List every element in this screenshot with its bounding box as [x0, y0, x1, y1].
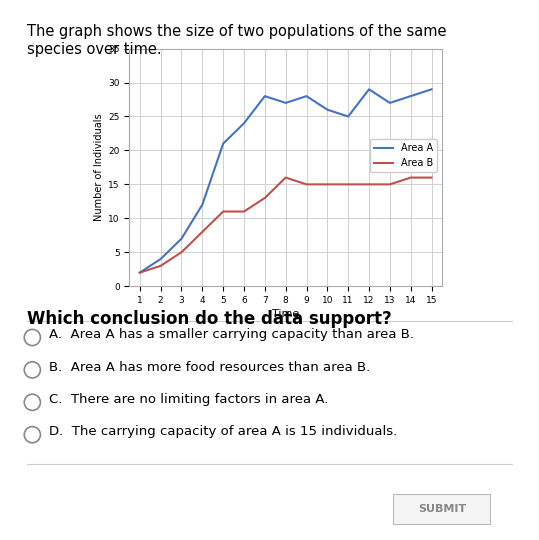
Text: D.  The carrying capacity of area A is 15 individuals.: D. The carrying capacity of area A is 15… [49, 426, 397, 438]
Area B [429, 174, 435, 181]
Area B [407, 174, 414, 181]
Area A [199, 201, 205, 208]
Text: The graph shows the size of two populations of the same
species over time.: The graph shows the size of two populati… [27, 24, 446, 57]
Area B [178, 249, 185, 255]
Area B [157, 262, 164, 269]
Line: Area B: Area B [140, 178, 432, 273]
Area B [366, 181, 372, 187]
Text: B.  Area A has more food resources than area B.: B. Area A has more food resources than a… [49, 361, 370, 374]
Area B [199, 228, 205, 235]
Area B [303, 181, 310, 187]
Area A [429, 86, 435, 92]
Area B [220, 208, 226, 215]
Text: Which conclusion do the data support?: Which conclusion do the data support? [27, 310, 392, 328]
Area A [324, 106, 330, 113]
Line: Area A: Area A [140, 89, 432, 273]
Area B [136, 269, 143, 276]
Area A [366, 86, 372, 92]
Area B [261, 195, 268, 201]
Area A [345, 113, 351, 120]
Text: SUBMIT: SUBMIT [418, 504, 466, 514]
Area B [282, 174, 289, 181]
Area A [220, 140, 226, 147]
Area A [178, 235, 185, 242]
Area A [282, 100, 289, 106]
Area B [241, 208, 247, 215]
Area A [261, 93, 268, 99]
Area B [386, 181, 393, 187]
Area A [386, 100, 393, 106]
Text: A.  Area A has a smaller carrying capacity than area B.: A. Area A has a smaller carrying capacit… [49, 328, 413, 341]
Area A [157, 256, 164, 262]
X-axis label: Time: Time [272, 309, 299, 319]
Area A [241, 120, 247, 126]
Text: C.  There are no limiting factors in area A.: C. There are no limiting factors in area… [49, 393, 328, 406]
Area B [345, 181, 351, 187]
Area A [407, 93, 414, 99]
Legend: Area A, Area B: Area A, Area B [370, 139, 437, 172]
Area B [324, 181, 330, 187]
Area A [136, 269, 143, 276]
Y-axis label: Number of Individuals: Number of Individuals [94, 113, 104, 221]
Area A [303, 93, 310, 99]
